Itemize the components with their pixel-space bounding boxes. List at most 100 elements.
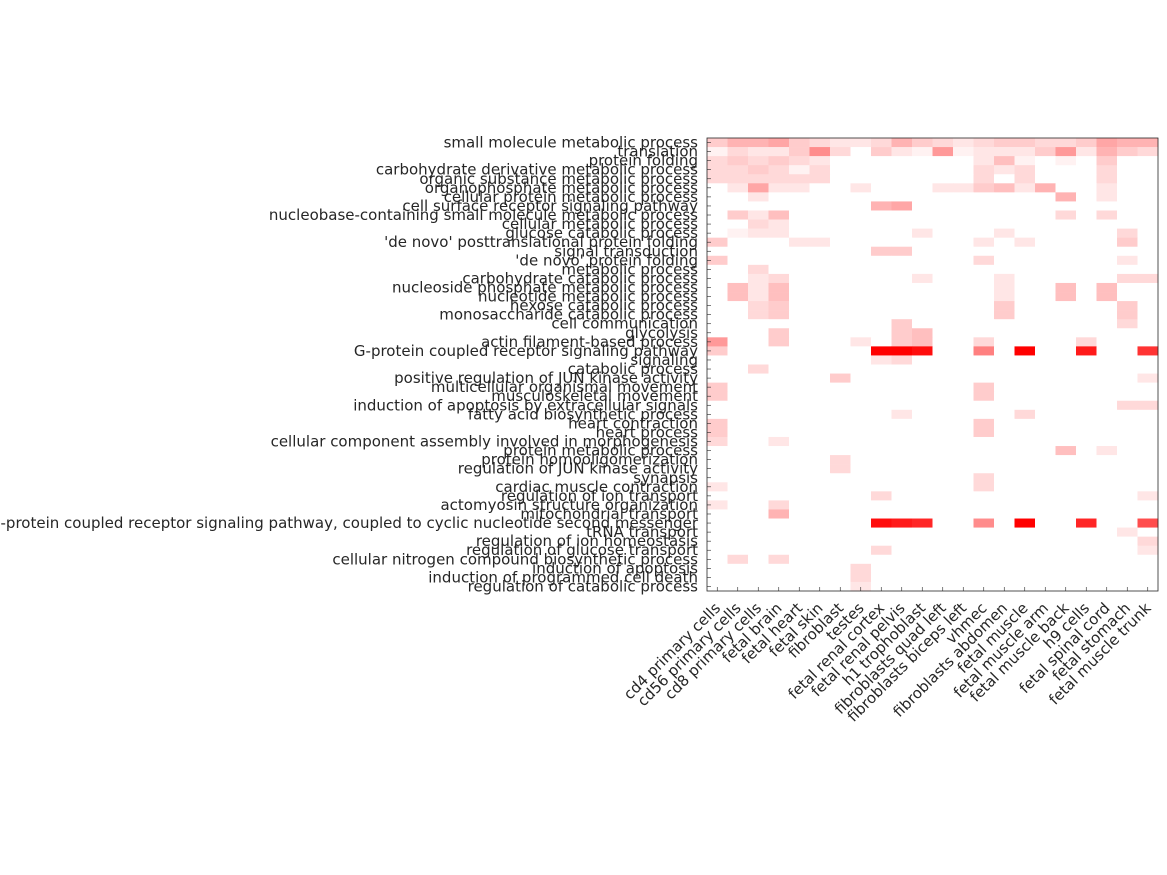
heatmap-cell <box>912 292 933 302</box>
heatmap-cell <box>1014 147 1036 157</box>
heatmap-cell <box>912 527 933 537</box>
heatmap-cell <box>994 373 1015 383</box>
heatmap-cell <box>809 482 831 492</box>
heatmap-cell <box>748 572 769 583</box>
heatmap-cell <box>1137 382 1159 392</box>
heatmap-cell <box>850 328 872 338</box>
heatmap-cell <box>1076 346 1097 356</box>
heatmap-cell <box>973 527 995 537</box>
heatmap-cell <box>891 464 913 474</box>
row-label: 'de novo' posttranslational protein fold… <box>384 233 698 251</box>
heatmap-cell <box>994 138 1015 148</box>
row-label: actomyosin structure organization <box>440 496 698 514</box>
heatmap-cell <box>891 400 913 411</box>
heatmap-cell <box>707 310 728 320</box>
heatmap-cell <box>1096 427 1118 438</box>
heatmap-cell <box>994 427 1015 438</box>
heatmap-cell <box>1035 400 1056 411</box>
heatmap-cell <box>809 246 831 257</box>
heatmap-cell <box>1117 563 1138 574</box>
heatmap-cell <box>891 237 913 248</box>
heatmap-cell <box>994 147 1015 157</box>
heatmap-cell <box>727 527 749 537</box>
row-label: cellular metabolic process <box>502 215 698 233</box>
row-label: cell surface receptor signaling pathway <box>402 197 698 215</box>
heatmap-cell <box>809 355 831 365</box>
heatmap-cell <box>1055 509 1077 519</box>
heatmap-cell <box>871 581 892 592</box>
heatmap-cell <box>994 255 1015 266</box>
heatmap-cell <box>1117 518 1138 528</box>
heatmap-cell <box>973 174 995 184</box>
heatmap-cell <box>1117 282 1138 293</box>
heatmap-cell <box>1096 147 1118 157</box>
heatmap-cell <box>789 382 810 392</box>
heatmap-cell <box>1055 183 1077 193</box>
heatmap-cell <box>994 183 1015 193</box>
heatmap-cell <box>973 346 995 356</box>
heatmap-cell <box>707 518 728 528</box>
heatmap-cell <box>1014 165 1036 175</box>
heatmap-cell <box>1055 382 1077 392</box>
heatmap-cell <box>1035 509 1056 519</box>
heatmap-cell <box>1014 373 1036 383</box>
heatmap-cell <box>912 174 933 184</box>
heatmap-cell <box>809 545 831 556</box>
axes-frame <box>706 137 1159 592</box>
row-label: cellular component assembly involved in … <box>271 433 699 451</box>
heatmap-cell <box>1055 246 1077 257</box>
heatmap-cell <box>727 210 749 220</box>
heatmap-cell <box>891 509 913 519</box>
heatmap-cell <box>973 581 995 592</box>
heatmap-cell <box>932 273 954 284</box>
heatmap-cell <box>707 174 728 184</box>
heatmap-cell <box>973 446 995 456</box>
heatmap-cell <box>871 138 892 148</box>
heatmap-cell <box>789 364 810 374</box>
heatmap-cell <box>994 292 1015 302</box>
heatmap-cell <box>789 536 810 546</box>
heatmap-cell <box>912 346 933 356</box>
heatmap-cell <box>1137 337 1159 347</box>
row-label: induction of apoptosis by extracellular … <box>353 396 698 414</box>
heatmap-cell <box>1096 491 1118 501</box>
heatmap-cell <box>727 346 749 356</box>
heatmap-cell <box>871 210 892 220</box>
row-label: glucose catabolic process <box>505 224 698 242</box>
heatmap-cell <box>830 500 851 510</box>
heatmap-cell <box>1076 147 1097 157</box>
heatmap-cell <box>912 455 933 465</box>
heatmap-cell <box>768 500 790 510</box>
heatmap-cell <box>748 273 769 284</box>
heatmap-cell <box>1014 228 1036 238</box>
heatmap-cell <box>1035 310 1056 320</box>
heatmap-cell <box>973 473 995 483</box>
heatmap-cell <box>994 310 1015 320</box>
heatmap-cell <box>748 581 769 592</box>
heatmap-cell <box>871 192 892 202</box>
heatmap-cell <box>1117 337 1138 347</box>
heatmap-cell <box>973 455 995 465</box>
heatmap-cell <box>912 319 933 329</box>
heatmap-cell <box>871 436 892 447</box>
heatmap-cell <box>768 147 790 157</box>
heatmap-cell <box>1096 237 1118 248</box>
heatmap-cell <box>932 228 954 238</box>
heatmap-cell <box>953 391 974 402</box>
heatmap-cell <box>953 500 974 510</box>
row-label: synapsis <box>633 469 698 487</box>
heatmap-cell <box>891 418 913 429</box>
heatmap-cell <box>891 282 913 293</box>
heatmap-cell <box>1055 400 1077 411</box>
heatmap-cell <box>912 464 933 474</box>
heatmap-cell <box>707 292 728 302</box>
heatmap-cell <box>932 246 954 257</box>
heatmap-cell <box>932 446 954 456</box>
heatmap-cell <box>953 310 974 320</box>
heatmap-cell <box>932 581 954 592</box>
row-label: multicellular organismal movement <box>431 378 698 396</box>
heatmap-cell <box>1137 219 1159 229</box>
heatmap-cell <box>1137 174 1159 184</box>
heatmap-cell <box>768 138 790 148</box>
heatmap-cell <box>932 310 954 320</box>
